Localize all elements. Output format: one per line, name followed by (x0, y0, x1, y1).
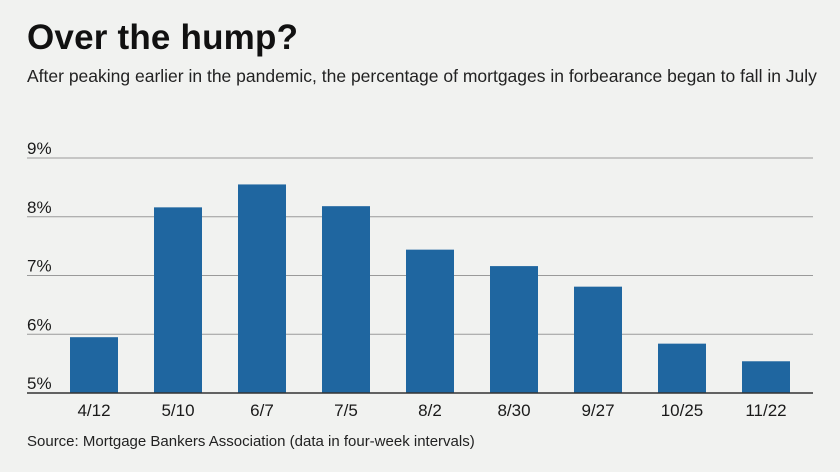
x-tick-label: 4/12 (77, 401, 110, 420)
x-tick-label: 5/10 (161, 401, 194, 420)
x-tick-label: 8/2 (418, 401, 442, 420)
bar (742, 361, 790, 393)
bar (154, 207, 202, 393)
x-tick-label: 11/22 (745, 401, 786, 420)
bar (238, 184, 286, 393)
bar (490, 266, 538, 393)
bar (70, 337, 118, 393)
x-tick-label: 9/27 (581, 401, 614, 420)
x-tick-label: 7/5 (334, 401, 358, 420)
chart-subtitle: After peaking earlier in the pandemic, t… (27, 66, 817, 86)
y-tick-label: 5% (27, 374, 52, 393)
bar (658, 343, 706, 393)
y-tick-label: 6% (27, 315, 52, 334)
y-tick-label: 9% (27, 139, 52, 158)
bar (574, 286, 622, 393)
x-tick-label: 8/30 (497, 401, 530, 420)
bar (322, 206, 370, 393)
x-axis-ticks: 4/12 5/10 6/7 7/5 8/2 8/30 9/27 10/25 11/22 (77, 401, 786, 420)
x-tick-label: 10/25 (661, 401, 704, 420)
y-tick-label: 8% (27, 198, 52, 217)
y-axis-ticks: 5% 6% 7% 8% 9% (27, 139, 52, 393)
y-tick-label: 7% (27, 257, 52, 276)
x-tick-label: 6/7 (250, 401, 274, 420)
bars (70, 184, 790, 393)
bar (406, 249, 454, 393)
chart-title: Over the hump? (27, 18, 299, 57)
source-note: Source: Mortgage Bankers Association (da… (27, 433, 475, 450)
